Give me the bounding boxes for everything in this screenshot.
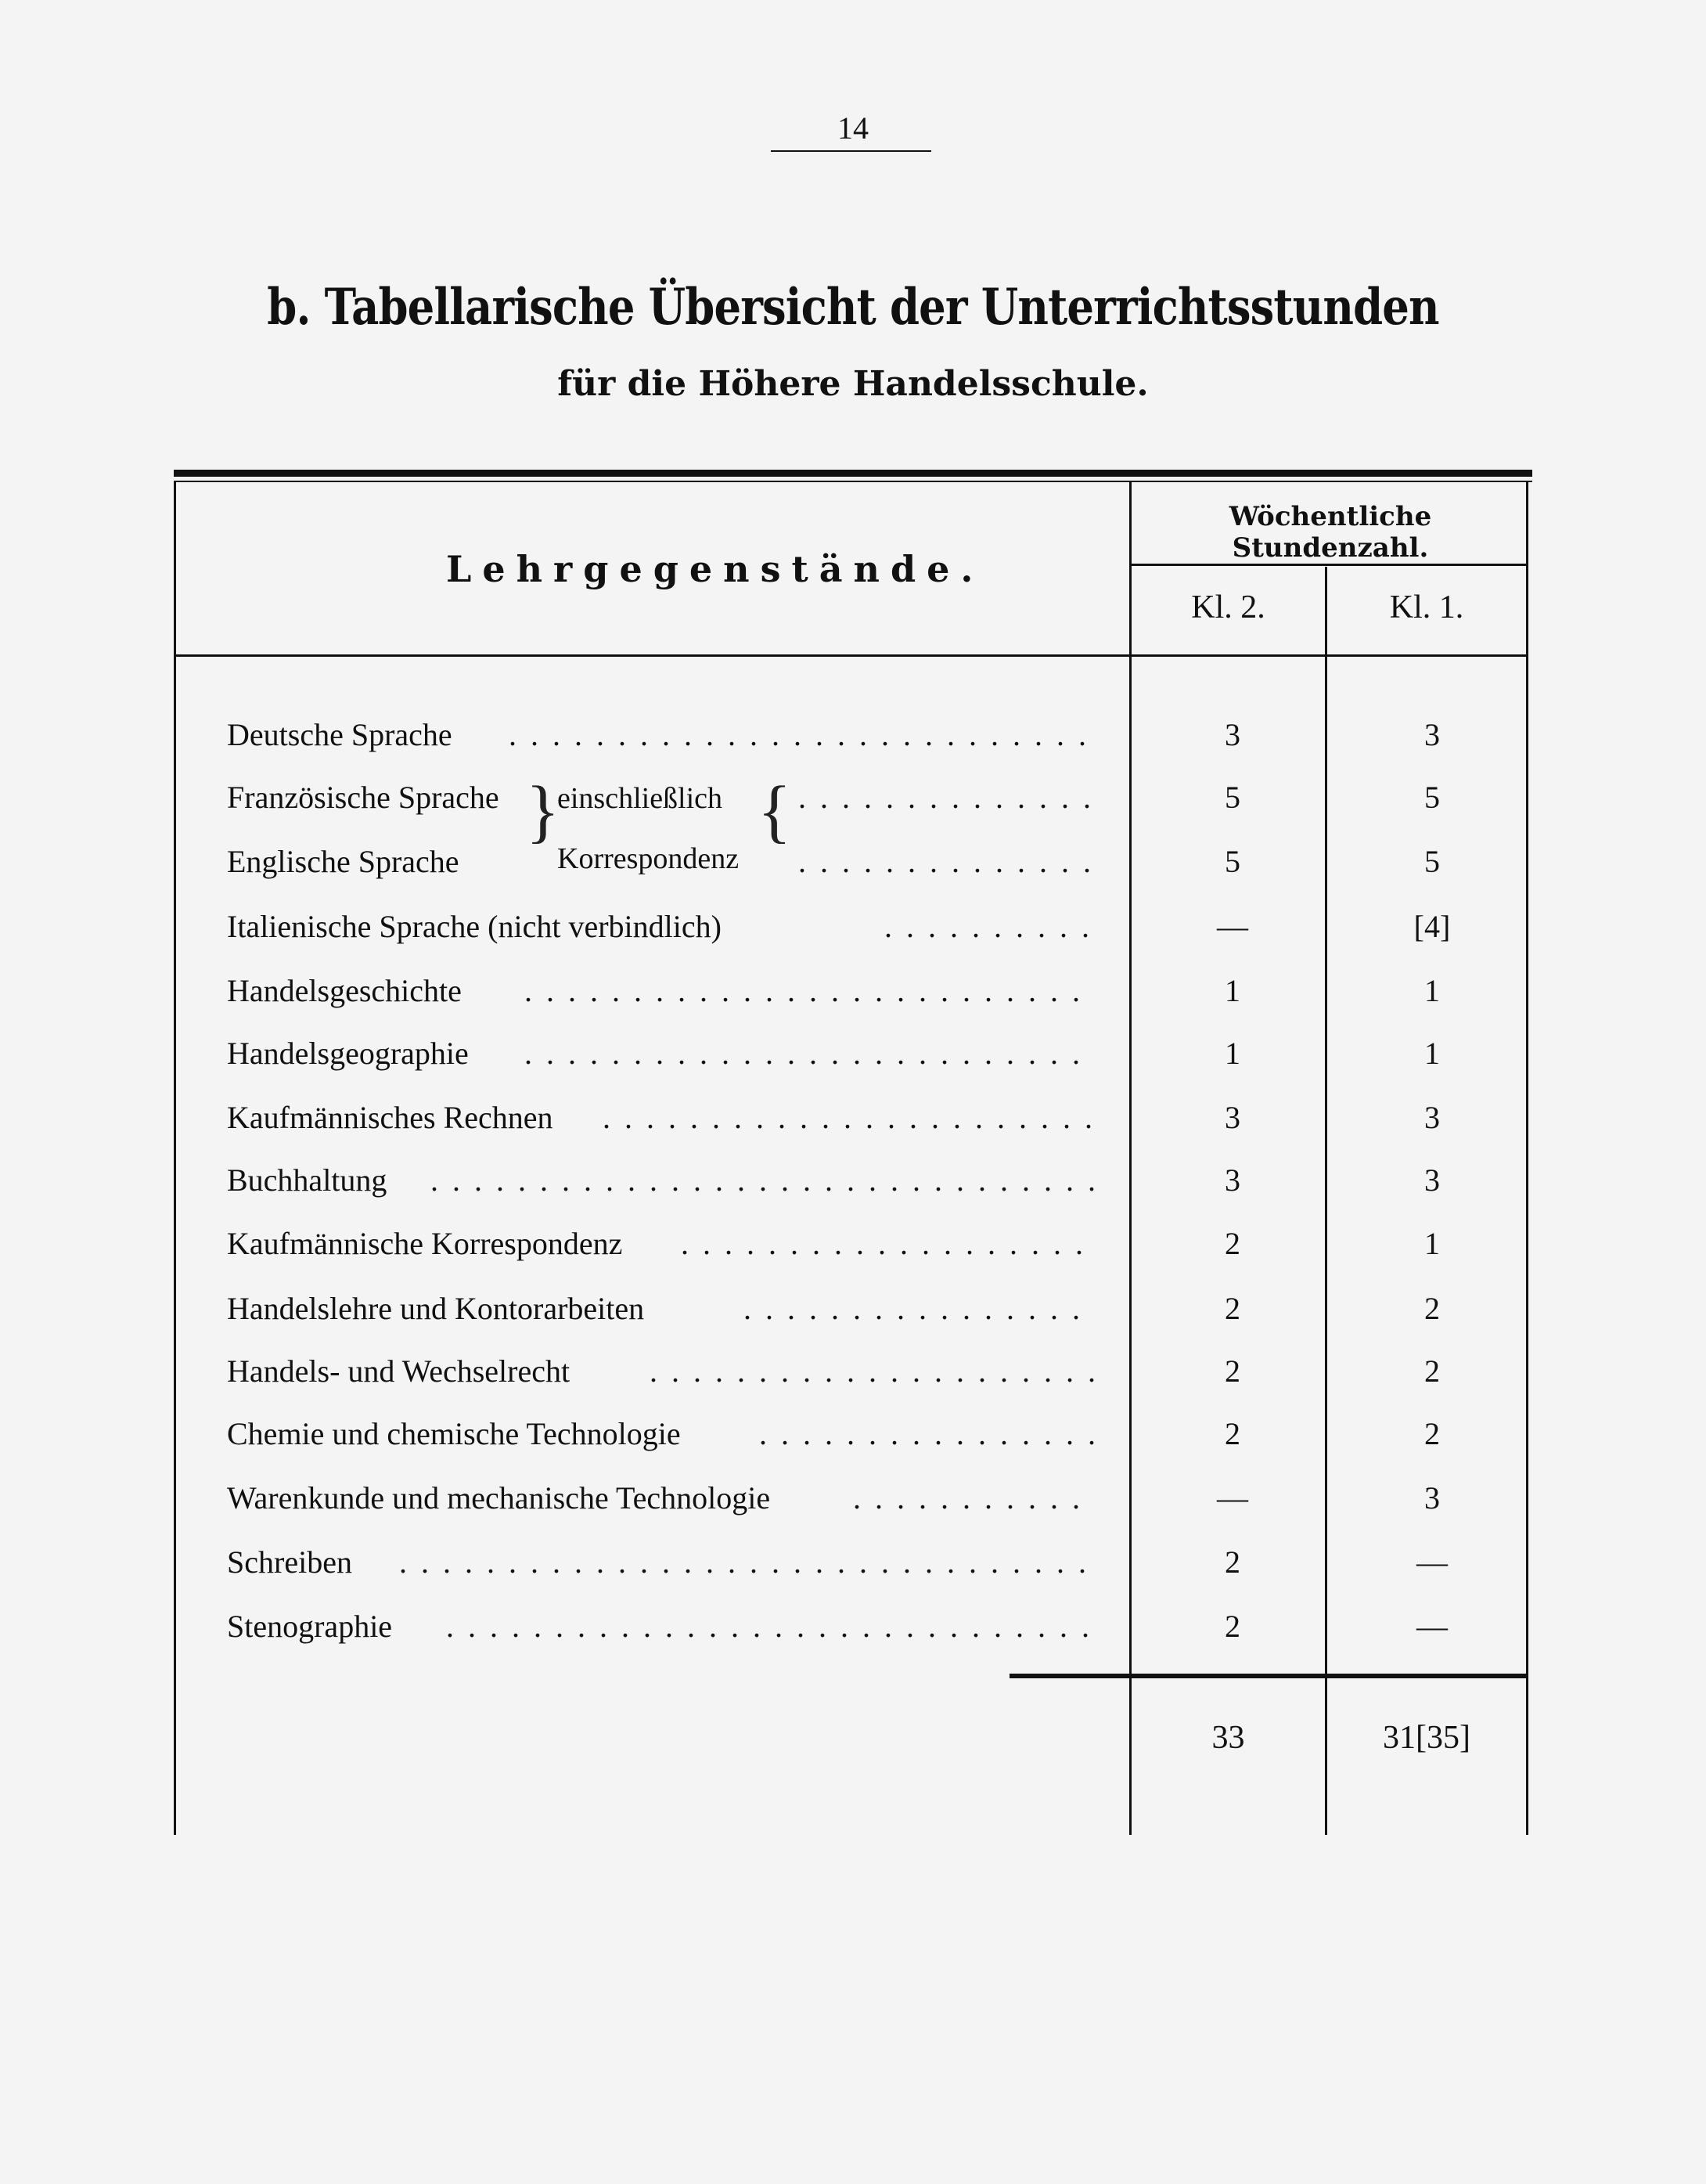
table-right-border: [1526, 481, 1528, 1835]
table-top-rule-thin: [174, 481, 1532, 482]
subject-label: Chemie und chemische Technologie: [227, 1416, 681, 1451]
page-number: 14: [837, 110, 869, 146]
hours-kl1: —: [1416, 1609, 1448, 1644]
subject-label: Italienische Sprache (nicht verbindlich): [227, 909, 722, 944]
hours-kl1: 2: [1424, 1291, 1440, 1326]
column-divider-classes: [1325, 567, 1327, 1835]
hours-column-header: Wöchentliche Stundenzahl.: [1229, 501, 1432, 564]
hours-kl1: 3: [1424, 1162, 1440, 1198]
column-header-kl1: Kl. 1.: [1389, 589, 1464, 625]
hours-kl2: 3: [1225, 1162, 1240, 1198]
subject-label: Französische Sprache: [227, 780, 499, 815]
hours-kl1: 3: [1424, 1480, 1440, 1515]
subject-label: Englische Sprache: [227, 844, 459, 879]
subject-label: Handels- und Wechselrecht: [227, 1353, 570, 1389]
subject-label: Kaufmännisches Rechnen: [227, 1100, 553, 1135]
table-row: Buchhaltung.............................…: [227, 1162, 1526, 1209]
dot-leader: .................................: [603, 1100, 1096, 1135]
table-row: Chemie und chemische Technologie........…: [227, 1415, 1526, 1462]
dot-leader: .................................: [650, 1353, 1096, 1389]
hours-kl2: 1: [1225, 1036, 1240, 1071]
hours-header-rule: [1132, 564, 1526, 566]
hours-kl2: 1: [1225, 973, 1240, 1008]
hours-kl1: 5: [1424, 780, 1440, 815]
table-row: Handels- und Wechselrecht...............…: [227, 1353, 1526, 1400]
table-row: Handelsgeschichte.......................…: [227, 972, 1526, 1019]
subject-label: Deutsche Sprache: [227, 717, 452, 752]
page-subtitle: für die Höhere Handelsschule.: [557, 364, 1149, 404]
subject-label: Handelsgeschichte: [227, 973, 462, 1008]
dot-leader: .................................: [446, 1609, 1096, 1644]
table-row: Warenkunde und mechanische Technologie..…: [227, 1479, 1526, 1526]
dot-leader: .................................: [509, 717, 1096, 752]
dot-leader: .................................: [884, 909, 1096, 944]
hours-kl2: 5: [1225, 780, 1240, 815]
subject-label: Schreiben: [227, 1544, 352, 1580]
table-row: Schreiben...............................…: [227, 1544, 1526, 1591]
subject-label: Buchhaltung: [227, 1162, 387, 1198]
hours-kl2: —: [1217, 1480, 1248, 1515]
hours-kl1: 1: [1424, 1036, 1440, 1071]
table-row: Italienische Sprache (nicht verbindlich)…: [227, 908, 1526, 955]
subject-label: Stenographie: [227, 1609, 393, 1644]
page-title: b. Tabellarische Übersicht der Unterrich…: [267, 278, 1439, 337]
hours-kl1: 3: [1424, 1100, 1440, 1135]
table-row: Kaufmännische Korrespondenz.............…: [227, 1225, 1526, 1272]
subject-label: Warenkunde und mechanische Technologie: [227, 1480, 771, 1515]
brace-left: }: [526, 773, 560, 850]
dot-leader: .................................: [853, 1480, 1096, 1515]
total-kl1: 31[35]: [1383, 1720, 1470, 1756]
page-number-rule: [771, 150, 931, 152]
hours-kl1: 2: [1424, 1416, 1440, 1451]
total-kl2: 33: [1211, 1720, 1245, 1756]
hours-kl1: —: [1416, 1544, 1448, 1580]
dot-leader: .................................: [524, 973, 1096, 1008]
dot-leader: .................................: [798, 780, 1096, 815]
dot-leader: .................................: [743, 1291, 1096, 1326]
dot-leader: .................................: [399, 1544, 1096, 1580]
hours-kl1: 1: [1424, 1226, 1440, 1261]
table-top-rule: [174, 470, 1532, 477]
dot-leader: .................................: [798, 844, 1096, 879]
dot-leader: .................................: [524, 1036, 1096, 1071]
hours-kl2: 2: [1225, 1609, 1240, 1644]
table-left-border: [174, 481, 176, 1835]
brace-right: {: [758, 773, 792, 850]
hours-kl2: 5: [1225, 844, 1240, 879]
dot-leader: .................................: [430, 1162, 1096, 1198]
hours-kl1: 5: [1424, 844, 1440, 879]
brace-note-line-2: Korrespondenz: [557, 842, 740, 875]
column-header-kl2: Kl. 2.: [1191, 589, 1265, 625]
hours-kl2: 3: [1225, 717, 1240, 752]
subject-label: Handelslehre und Kontorarbeiten: [227, 1291, 645, 1326]
totals-rule: [1010, 1674, 1528, 1678]
hours-kl2: 2: [1225, 1544, 1240, 1580]
dot-leader: .................................: [759, 1416, 1096, 1451]
brace-note-line-1: einschließlich: [557, 782, 723, 815]
dot-leader: .................................: [681, 1226, 1096, 1261]
hours-kl2: 2: [1225, 1416, 1240, 1451]
table-row: Englische Sprache.......................…: [227, 843, 1526, 890]
subject-label: Kaufmännische Korrespondenz: [227, 1226, 623, 1261]
hours-kl1: 1: [1424, 973, 1440, 1008]
subject-label: Handelsgeographie: [227, 1036, 469, 1071]
hours-kl2: —: [1217, 909, 1248, 944]
hours-kl2: 2: [1225, 1353, 1240, 1389]
table-row: Handelslehre und Kontorarbeiten.........…: [227, 1290, 1526, 1337]
hours-kl1: 3: [1424, 717, 1440, 752]
hours-kl1: 2: [1424, 1353, 1440, 1389]
column-divider-subjects: [1129, 481, 1132, 1835]
subject-column-header: Lehrgegenstände.: [446, 548, 984, 590]
table-row: Handelsgeographie.......................…: [227, 1035, 1526, 1082]
table-row: Deutsche Sprache........................…: [227, 716, 1526, 763]
table-row: Französische Sprache....................…: [227, 779, 1526, 826]
hours-kl1: [4]: [1413, 909, 1451, 944]
table-row: Kaufmännisches Rechnen..................…: [227, 1099, 1526, 1146]
table-row: Stenographie............................…: [227, 1608, 1526, 1655]
hours-kl2: 2: [1225, 1291, 1240, 1326]
hours-kl2: 3: [1225, 1100, 1240, 1135]
header-bottom-rule: [174, 654, 1528, 657]
hours-kl2: 2: [1225, 1226, 1240, 1261]
